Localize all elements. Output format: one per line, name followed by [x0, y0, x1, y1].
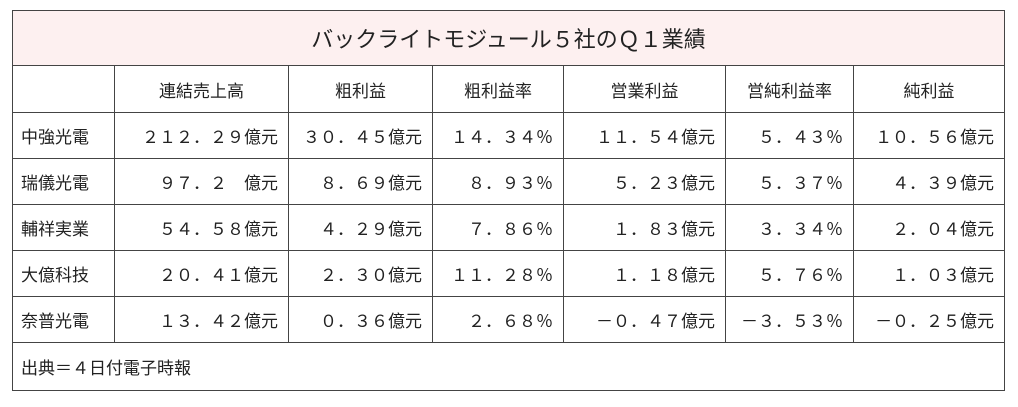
value-cell: １．１８億元 [563, 250, 726, 297]
value-cell: －３．５３％ [725, 296, 854, 343]
company-row: 輔祥実業 ５４．５８億元 ４．２９億元 ７．８６％ １．８３億元 ３．３４％ ２．０４億元 [12, 204, 1006, 251]
value-cell: ８．９３％ [432, 158, 564, 205]
column-header: 営純利益率 [725, 65, 854, 113]
value-cell: ７．８６％ [432, 204, 564, 251]
company-name: 輔祥実業 [12, 204, 115, 251]
value-cell: ２．０４億元 [852, 204, 1006, 251]
value-cell: ３０．４５億元 [288, 112, 433, 159]
company-row: 奈普光電 １３．４２億元 ０．３６億元 ２．６８％ －０．４７億元 －３．５３％ －０．２５… [12, 296, 1006, 343]
column-header: 営業利益 [563, 65, 726, 113]
company-name: 瑞儀光電 [12, 158, 115, 205]
value-cell: ８．６９億元 [288, 158, 433, 205]
value-cell: －０．４７億元 [563, 296, 726, 343]
value-cell: －０．２５億元 [852, 296, 1006, 343]
value-cell: １．０３億元 [852, 250, 1006, 297]
column-header: 粗利益率 [432, 65, 564, 113]
value-cell: ２．６８％ [432, 296, 564, 343]
company-row: 瑞儀光電 ９７．２ 億元 ８．６９億元 ８．９３％ ５．２３億元 ５．３７％ ４．３９億元 [12, 158, 1006, 205]
corner-cell [12, 65, 115, 113]
company-row: 大億科技 ２０．４１億元 ２．３０億元 １１．２８％ １．１８億元 ５．７６％ １．０３億元 [12, 250, 1006, 297]
value-cell: ２１２．２９億元 [114, 112, 289, 159]
results-table: バックライトモジュール５社のＱ１業績 連結売上高 粗利益 粗利益率 営業利益 営純利益率… [11, 10, 1006, 391]
table-title: バックライトモジュール５社のＱ１業績 [11, 10, 1006, 66]
column-header: 粗利益 [288, 65, 433, 113]
source-note: 出典＝４日付電子時報 [11, 342, 1006, 391]
column-header: 純利益 [852, 65, 1006, 113]
value-cell: ０．３６億元 [288, 296, 433, 343]
value-cell: １３．４２億元 [114, 296, 289, 343]
value-cell: ２．３０億元 [288, 250, 433, 297]
value-cell: １１．５４億元 [563, 112, 726, 159]
value-cell: ２０．４１億元 [114, 250, 289, 297]
value-cell: ９７．２ 億元 [114, 158, 289, 205]
header-row: 連結売上高 粗利益 粗利益率 営業利益 営純利益率 純利益 [12, 65, 1006, 113]
value-cell: １０．５６億元 [852, 112, 1006, 159]
value-cell: ４．３９億元 [852, 158, 1006, 205]
company-row: 中強光電 ２１２．２９億元 ３０．４５億元 １４．３４％ １１．５４億元 ５．４３％ １０．… [12, 112, 1006, 159]
company-name: 奈普光電 [12, 296, 115, 343]
value-cell: １１．２８％ [432, 250, 564, 297]
value-cell: ５．３７％ [725, 158, 854, 205]
value-cell: ３．３４％ [725, 204, 854, 251]
value-cell: ５．７６％ [725, 250, 854, 297]
value-cell: ５．４３％ [725, 112, 854, 159]
value-cell: ４．２９億元 [288, 204, 433, 251]
company-name: 中強光電 [12, 112, 115, 159]
value-cell: １．８３億元 [563, 204, 726, 251]
value-cell: １４．３４％ [432, 112, 564, 159]
value-cell: ５．２３億元 [563, 158, 726, 205]
column-header: 連結売上高 [114, 65, 289, 113]
company-name: 大億科技 [12, 250, 115, 297]
value-cell: ５４．５８億元 [114, 204, 289, 251]
